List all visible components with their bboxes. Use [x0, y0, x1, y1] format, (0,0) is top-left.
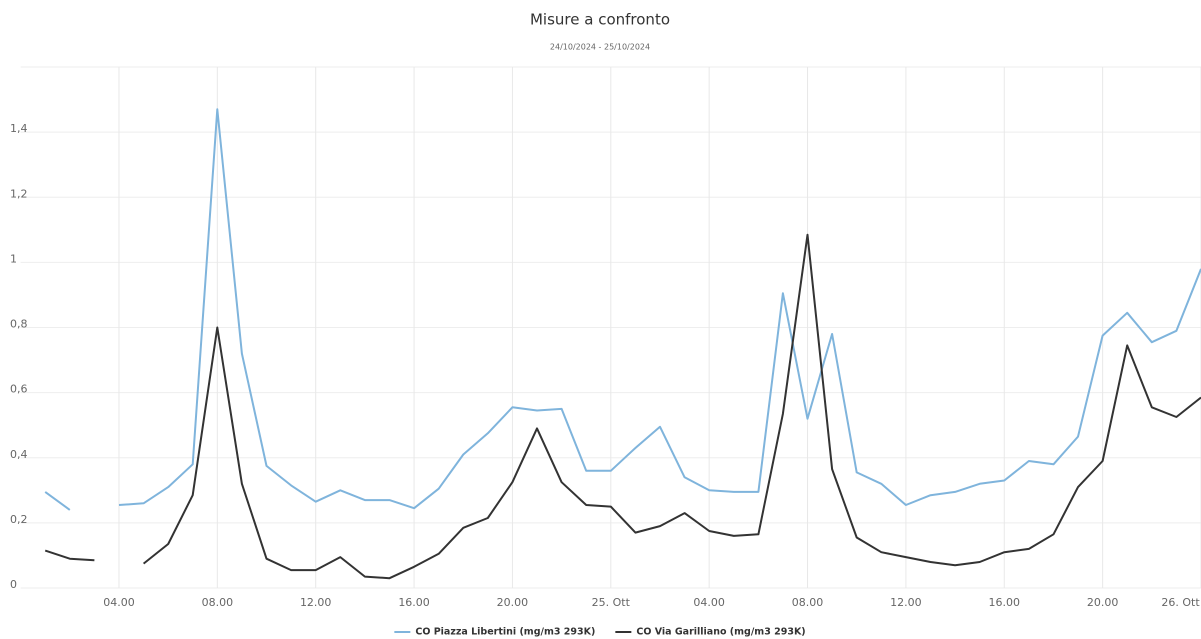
y-tick-label: 0,4: [10, 448, 28, 461]
plot: [44, 108, 1201, 580]
series-line: [44, 233, 1201, 580]
chart-subtitle: 24/10/2024 - 25/10/2024: [550, 43, 650, 52]
x-tick-label: 08.00: [202, 596, 234, 609]
x-tick-label: 12.00: [890, 596, 922, 609]
x-tick-label: 25. Ott: [592, 596, 631, 609]
x-tick-label: 12.00: [300, 596, 332, 609]
legend-label: CO Via Garilliano (mg/m3 293K): [636, 627, 805, 638]
y-tick-label: 0,8: [10, 318, 28, 331]
series-line: [44, 108, 1201, 511]
legend-label: CO Piazza Libertini (mg/m3 293K): [415, 627, 595, 638]
y-tick-label: 1,4: [10, 122, 28, 135]
grid: 0 0,2 0,4 0,6 0,8 1 1,2 1,4 04.00 08.00 12.00 16.00…: [10, 66, 1201, 609]
y-tick-label: 0,2: [10, 513, 28, 526]
legend: CO Piazza Libertini (mg/m3 293K) CO Via G…: [394, 627, 806, 638]
x-tick-label: 08.00: [792, 596, 824, 609]
x-tick-label: 26. Ott: [1161, 596, 1200, 609]
y-tick-label: 0,6: [10, 383, 28, 396]
chart-title: Misure a confronto: [530, 11, 670, 29]
x-tick-label: 04.00: [103, 596, 135, 609]
x-tick-label: 16.00: [398, 596, 430, 609]
y-tick-label: 1,2: [10, 187, 28, 200]
y-tick-label: 0: [10, 578, 17, 591]
legend-item: CO Piazza Libertini (mg/m3 293K): [394, 627, 595, 638]
legend-item: CO Via Garilliano (mg/m3 293K): [615, 627, 806, 638]
x-tick-label: 20.00: [497, 596, 529, 609]
x-tick-label: 04.00: [693, 596, 725, 609]
x-tick-label: 16.00: [989, 596, 1021, 609]
y-tick-label: 1: [10, 252, 17, 265]
x-tick-label: 20.00: [1087, 596, 1119, 609]
